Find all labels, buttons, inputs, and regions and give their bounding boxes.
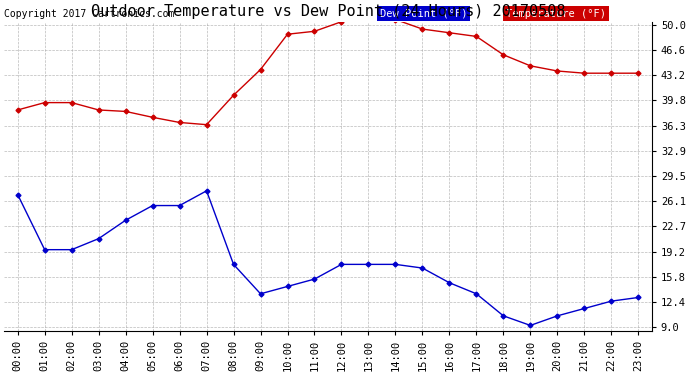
Text: Temperature (°F): Temperature (°F) (506, 9, 606, 19)
Title: Outdoor Temperature vs Dew Point (24 Hours) 20170508: Outdoor Temperature vs Dew Point (24 Hou… (91, 4, 565, 19)
Text: Copyright 2017 Cartronics.com: Copyright 2017 Cartronics.com (4, 9, 175, 19)
Text: Dew Point (°F): Dew Point (°F) (380, 9, 467, 19)
